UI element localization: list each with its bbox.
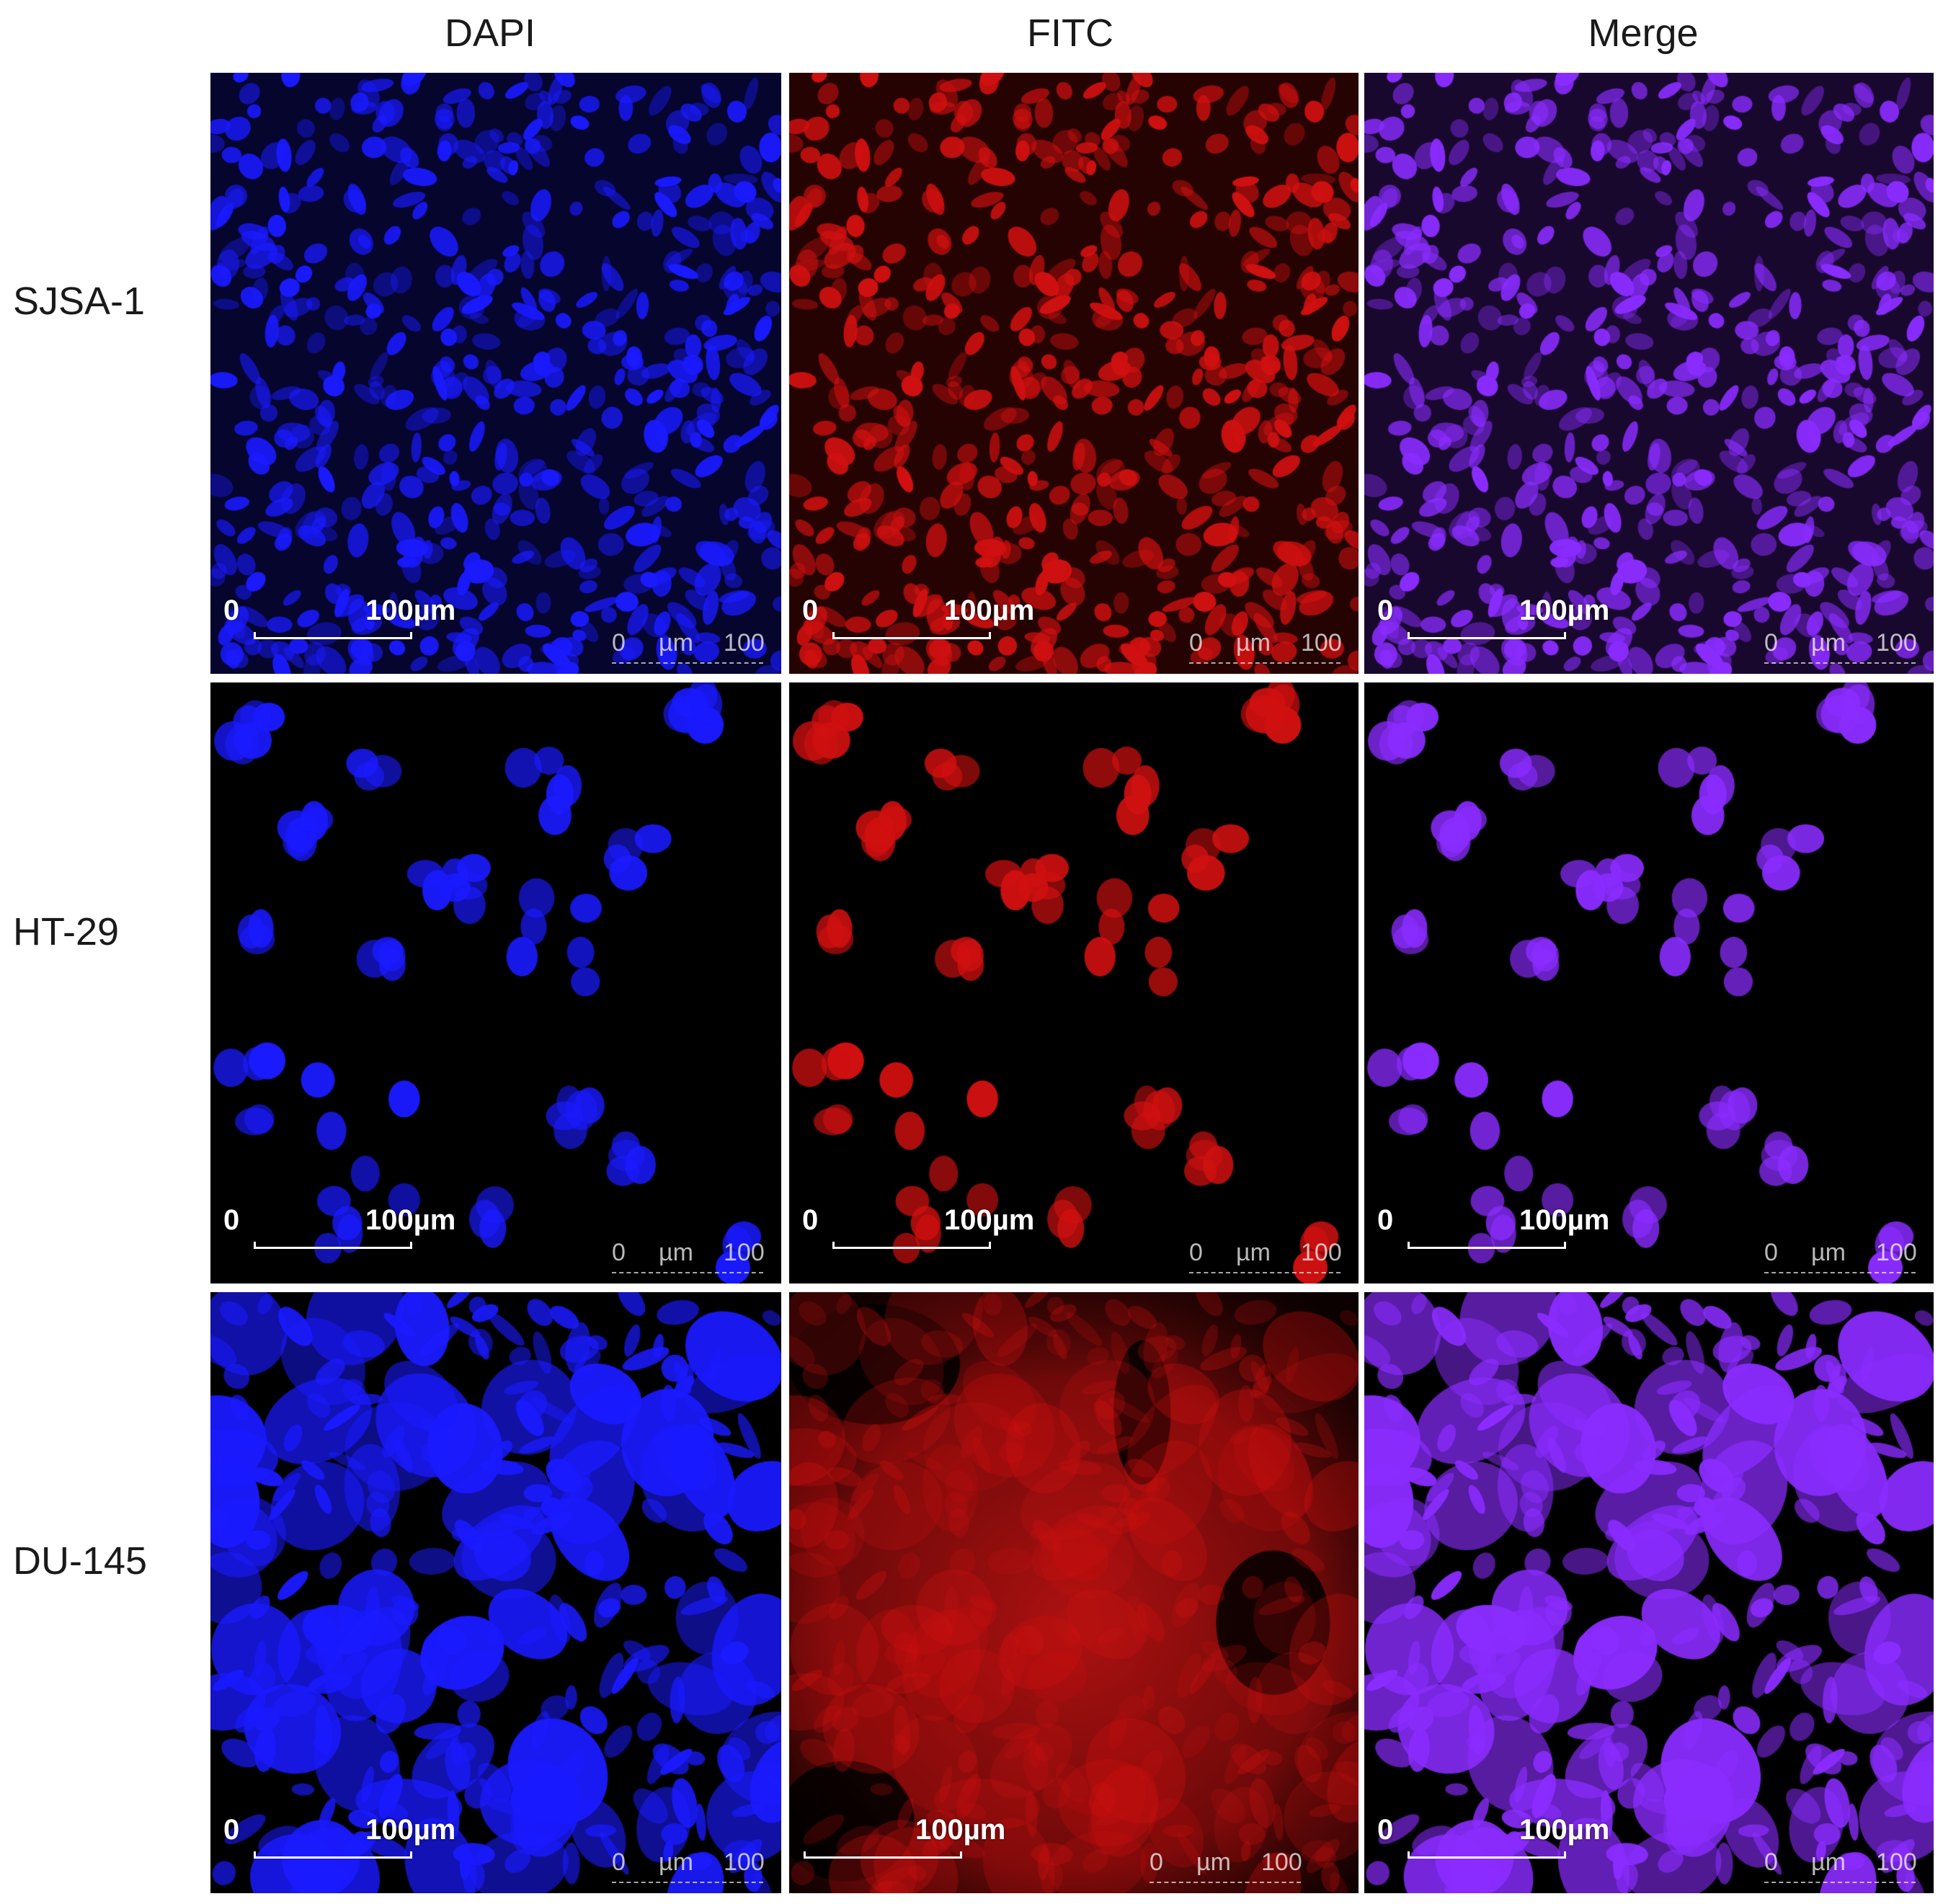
- minor-scale-zero: 0: [1764, 1849, 1778, 1876]
- minor-scale-unit: µm: [1811, 629, 1846, 657]
- minor-scale-line: [612, 1268, 763, 1273]
- panel-ht29-dapi: 0 100µm 0 µm 100: [210, 682, 781, 1284]
- minor-scale-zero: 0: [1150, 1849, 1163, 1876]
- minor-scale-zero: 0: [612, 1239, 626, 1266]
- minor-scale-unit: µm: [1196, 1849, 1231, 1876]
- scalebar-line: [804, 1851, 962, 1859]
- scalebar-line: [832, 632, 991, 639]
- row-label-ht29: HT-29: [13, 910, 120, 953]
- minor-scale-line: [1150, 1877, 1301, 1883]
- column-header-dapi: DAPI: [444, 12, 536, 55]
- minor-scale-line: [1764, 658, 1916, 664]
- micrograph-image: [1364, 1292, 1934, 1893]
- minor-scale-max: 100: [724, 1239, 765, 1266]
- scalebar-label: 100µm: [944, 1204, 1035, 1236]
- panel-ht29-fitc: 0 100µm 0 µm 100: [789, 682, 1359, 1284]
- minor-scale-zero: 0: [612, 1849, 626, 1876]
- row-label-sjsa1: SJSA-1: [13, 280, 146, 323]
- panel-du145-fitc: 100µm 0 µm 100: [789, 1292, 1359, 1893]
- micrograph-image: [210, 682, 781, 1284]
- minor-scale-max: 100: [1876, 1239, 1917, 1266]
- micrograph-image: [1364, 73, 1934, 674]
- scalebar-line: [254, 1851, 412, 1859]
- minor-scale-zero: 0: [1189, 1239, 1203, 1266]
- minor-scale-max: 100: [1301, 629, 1342, 657]
- row-label-du145: DU-145: [13, 1539, 148, 1583]
- scalebar-label: 100µm: [365, 1814, 456, 1846]
- minor-scale-unit: µm: [1811, 1239, 1846, 1266]
- panel-du145-merge: 0 100µm 0 µm 100: [1364, 1292, 1934, 1893]
- panel-ht29-merge: 0 100µm 0 µm 100: [1364, 682, 1934, 1284]
- minor-scale-unit: µm: [1236, 1239, 1271, 1266]
- micrograph-image: [789, 73, 1359, 674]
- panel-sjsa1-dapi: 0 100µm 0 µm 100: [210, 73, 781, 674]
- panel-sjsa1-merge: 0 100µm 0 µm 100: [1364, 73, 1934, 674]
- minor-scale-unit: µm: [1236, 629, 1271, 657]
- micrograph-image: [210, 1292, 781, 1893]
- scalebar-zero-label: 0: [1377, 1814, 1394, 1846]
- minor-scale-unit: µm: [659, 1849, 693, 1876]
- minor-scale-max: 100: [724, 1849, 765, 1876]
- scalebar-line: [1408, 632, 1566, 639]
- scalebar-zero-label: 0: [802, 1204, 819, 1236]
- panel-du145-dapi: 0 100µm 0 µm 100: [210, 1292, 781, 1893]
- minor-scale-unit: µm: [659, 629, 693, 657]
- scalebar-line: [1408, 1242, 1566, 1249]
- minor-scale-line: [612, 1877, 763, 1883]
- scalebar-zero-label: 0: [223, 1814, 240, 1846]
- scalebar-label: 100µm: [365, 1204, 456, 1236]
- scalebar-line: [254, 632, 412, 639]
- minor-scale-line: [1764, 1877, 1916, 1883]
- micrograph-image: [789, 682, 1359, 1284]
- micrograph-image: [210, 73, 781, 674]
- scalebar-zero-label: 0: [223, 1204, 240, 1236]
- minor-scale-line: [1764, 1268, 1916, 1273]
- scalebar-label: 100µm: [944, 595, 1035, 626]
- scalebar-zero-label: 0: [1377, 1204, 1394, 1236]
- micrograph-image: [789, 1292, 1359, 1893]
- minor-scale-unit: µm: [1811, 1849, 1846, 1876]
- minor-scale-unit: µm: [659, 1239, 693, 1266]
- scalebar-line: [832, 1242, 991, 1249]
- minor-scale-max: 100: [1261, 1849, 1302, 1876]
- minor-scale-max: 100: [1301, 1239, 1342, 1266]
- minor-scale-max: 100: [724, 629, 765, 657]
- column-header-fitc: FITC: [1027, 12, 1113, 55]
- minor-scale-max: 100: [1876, 629, 1917, 657]
- scalebar-zero-label: 0: [802, 595, 819, 626]
- minor-scale-zero: 0: [1764, 1239, 1778, 1266]
- scalebar-label: 100µm: [915, 1814, 1006, 1846]
- scalebar-label: 100µm: [1519, 1204, 1610, 1236]
- scalebar-label: 100µm: [1519, 595, 1610, 626]
- minor-scale-zero: 0: [1189, 629, 1203, 657]
- scalebar-label: 100µm: [1519, 1814, 1610, 1846]
- column-header-merge: Merge: [1588, 12, 1699, 55]
- scalebar-label: 100µm: [365, 595, 456, 626]
- scalebar-line: [1408, 1851, 1566, 1859]
- scalebar-zero-label: 0: [1377, 595, 1394, 626]
- panel-sjsa1-fitc: 0 100µm 0 µm 100: [789, 73, 1359, 674]
- minor-scale-line: [1189, 658, 1340, 664]
- minor-scale-zero: 0: [612, 629, 626, 657]
- scalebar-zero-label: 0: [223, 595, 240, 626]
- minor-scale-line: [1189, 1268, 1340, 1273]
- minor-scale-zero: 0: [1764, 629, 1778, 657]
- scalebar-line: [254, 1242, 412, 1249]
- micrograph-image: [1364, 682, 1934, 1284]
- minor-scale-line: [612, 658, 763, 664]
- minor-scale-max: 100: [1876, 1849, 1917, 1876]
